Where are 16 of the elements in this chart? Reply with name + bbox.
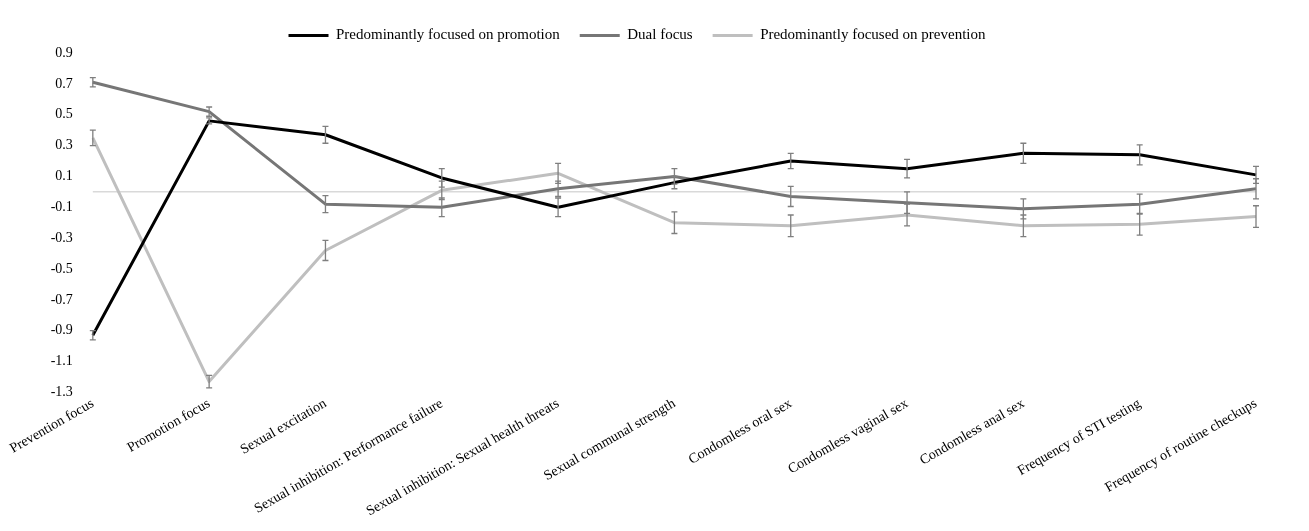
y-tick-label: 0.5 bbox=[55, 106, 73, 122]
y-tick-label: 0.3 bbox=[55, 137, 73, 153]
y-tick-label: -0.3 bbox=[50, 229, 73, 245]
y-tick-label: 0.9 bbox=[55, 44, 73, 60]
y-tick-label: -0.5 bbox=[50, 260, 73, 276]
point bbox=[205, 106, 213, 117]
y-tick-label: 0.7 bbox=[55, 75, 73, 91]
y-tick-label: -0.7 bbox=[50, 291, 73, 307]
legend-label: Predominantly focused on prevention bbox=[760, 26, 986, 43]
y-tick-label: -1.1 bbox=[50, 353, 73, 369]
legend-label: Predominantly focused on promotion bbox=[336, 26, 561, 43]
y-tick-label: -0.9 bbox=[50, 322, 73, 338]
legend-label: Dual focus bbox=[627, 26, 693, 43]
y-tick-label: 0.1 bbox=[55, 168, 73, 184]
y-tick-label: -0.1 bbox=[50, 198, 73, 214]
y-tick-label: -1.3 bbox=[50, 384, 73, 400]
